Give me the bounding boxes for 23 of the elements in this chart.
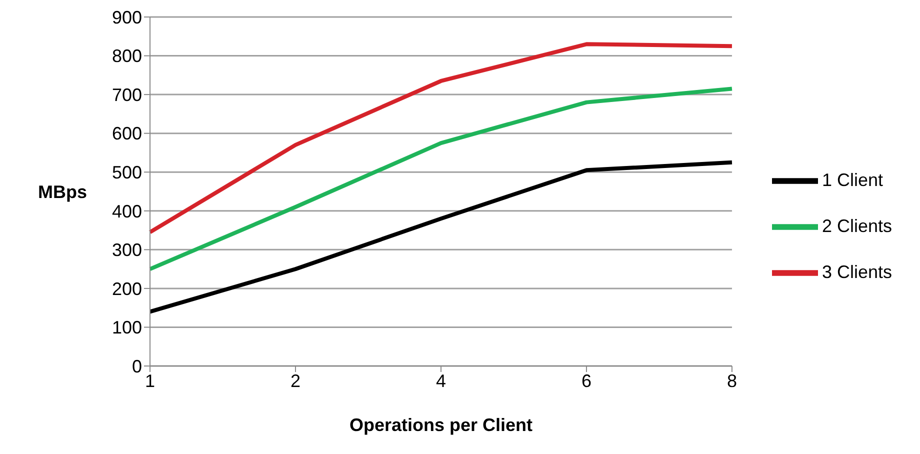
x-tick-label: 4: [436, 370, 446, 391]
x-axis-title: Operations per Client: [349, 415, 533, 435]
y-tick-label: 700: [112, 84, 142, 105]
y-tick-label: 500: [112, 162, 142, 182]
y-tick-label: 600: [112, 124, 142, 144]
y-tick-label: 100: [112, 318, 142, 338]
y-tick-label: 900: [112, 7, 142, 28]
y-tick-label: 200: [112, 278, 142, 299]
y-tick-label: 0: [132, 356, 142, 376]
legend-label: 1 Client: [822, 170, 883, 190]
y-tick-label: 400: [112, 201, 142, 222]
x-tick-label: 1: [144, 370, 156, 391]
x-tick-label: 2: [290, 370, 300, 391]
legend-label: 2 Clients: [822, 216, 892, 236]
line-series: [148, 86, 734, 272]
line-series: [148, 42, 734, 234]
x-tick-label: 6: [581, 370, 592, 391]
x-tick-label: 8: [726, 370, 737, 391]
line-series: [148, 160, 734, 314]
y-tick-label: 800: [112, 46, 142, 66]
y-axis-title: MBps: [38, 182, 87, 202]
y-tick-label: 300: [112, 240, 142, 260]
legend-label: 3 Clients: [822, 262, 892, 282]
